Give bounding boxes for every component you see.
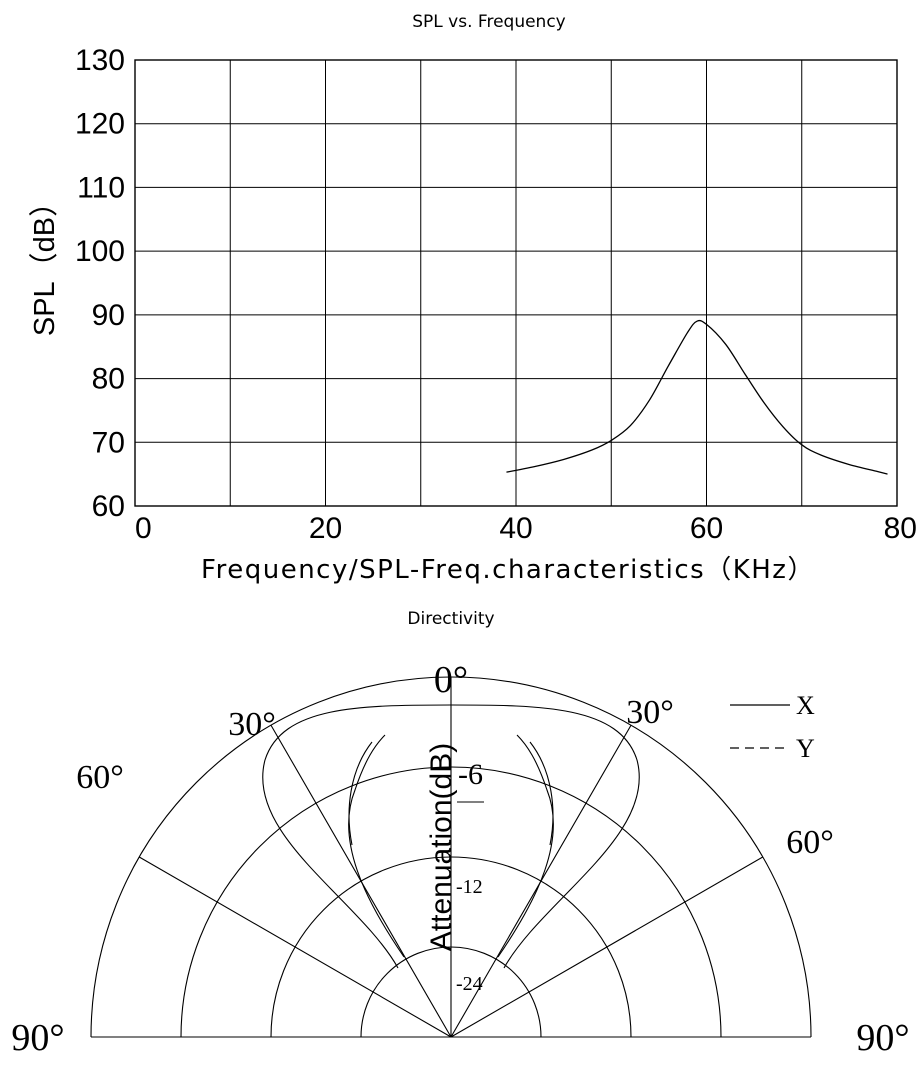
- ring-labels: -6 -12 -24: [456, 758, 484, 995]
- legend-label: X: [796, 691, 815, 720]
- chart-title: SPL vs. Frequency: [412, 12, 565, 32]
- y-tick-label: 80: [92, 363, 125, 396]
- y-tick-labels: 60 70 80 90 100 110 120 130: [75, 44, 125, 523]
- y-tick-label: 90: [92, 299, 125, 332]
- x-tick-label: 80: [884, 512, 917, 545]
- directivity-chart: Directivity 0° 30° 30° 60° 60° 90° 90° -6 -12 -2…: [11, 609, 909, 1059]
- x-tick-label: 40: [499, 512, 532, 545]
- polar-spoke: [138, 856, 452, 1038]
- angle-label: 30°: [228, 706, 276, 743]
- angle-label: 60°: [786, 824, 834, 861]
- y-tick-label: 60: [92, 490, 125, 523]
- ring-label: -12: [456, 876, 483, 898]
- y-axis-label: SPL（dB）: [29, 188, 61, 336]
- grid: [135, 60, 897, 506]
- angle-label: 90°: [856, 1017, 909, 1059]
- angle-label: 60°: [76, 759, 124, 796]
- legend: XY: [730, 691, 815, 763]
- angle-label: 0°: [434, 659, 468, 701]
- directivity-patterns: [262, 704, 640, 969]
- inner-curve-left: [348, 741, 373, 846]
- ring-label: -24: [456, 973, 483, 995]
- x-axis-label: Frequency/SPL-Freq.characteristics（KHz）: [201, 555, 815, 585]
- legend-label: Y: [796, 734, 815, 763]
- ring-label: -6: [458, 758, 483, 791]
- y-tick-label: 70: [92, 426, 125, 459]
- inner-curve-right: [529, 741, 554, 846]
- spl-chart: SPL vs. Frequency 60 70 80 90 100 110 120 130 0…: [29, 12, 917, 585]
- y-tick-label: 130: [75, 44, 125, 77]
- x-tick-label: 20: [309, 512, 342, 545]
- polar-spoke: [450, 856, 764, 1038]
- y-tick-label: 120: [75, 108, 125, 141]
- x-tick-label: 0: [135, 512, 152, 545]
- x-tick-labels: 0 20 40 60 80: [135, 512, 917, 545]
- angle-label: 30°: [626, 694, 674, 731]
- radial-axis-label: Attenuation(dB): [425, 743, 458, 951]
- plot-frame: [134, 59, 898, 507]
- spl-series-line: [506, 319, 888, 475]
- chart-title: Directivity: [407, 609, 494, 629]
- y-tick-label: 110: [77, 171, 125, 204]
- angle-label: 90°: [11, 1017, 64, 1059]
- x-pattern-curve: [262, 704, 640, 969]
- x-tick-label: 60: [690, 512, 723, 545]
- y-tick-label: 100: [75, 235, 125, 268]
- angle-labels: 0° 30° 30° 60° 60° 90° 90°: [11, 659, 909, 1059]
